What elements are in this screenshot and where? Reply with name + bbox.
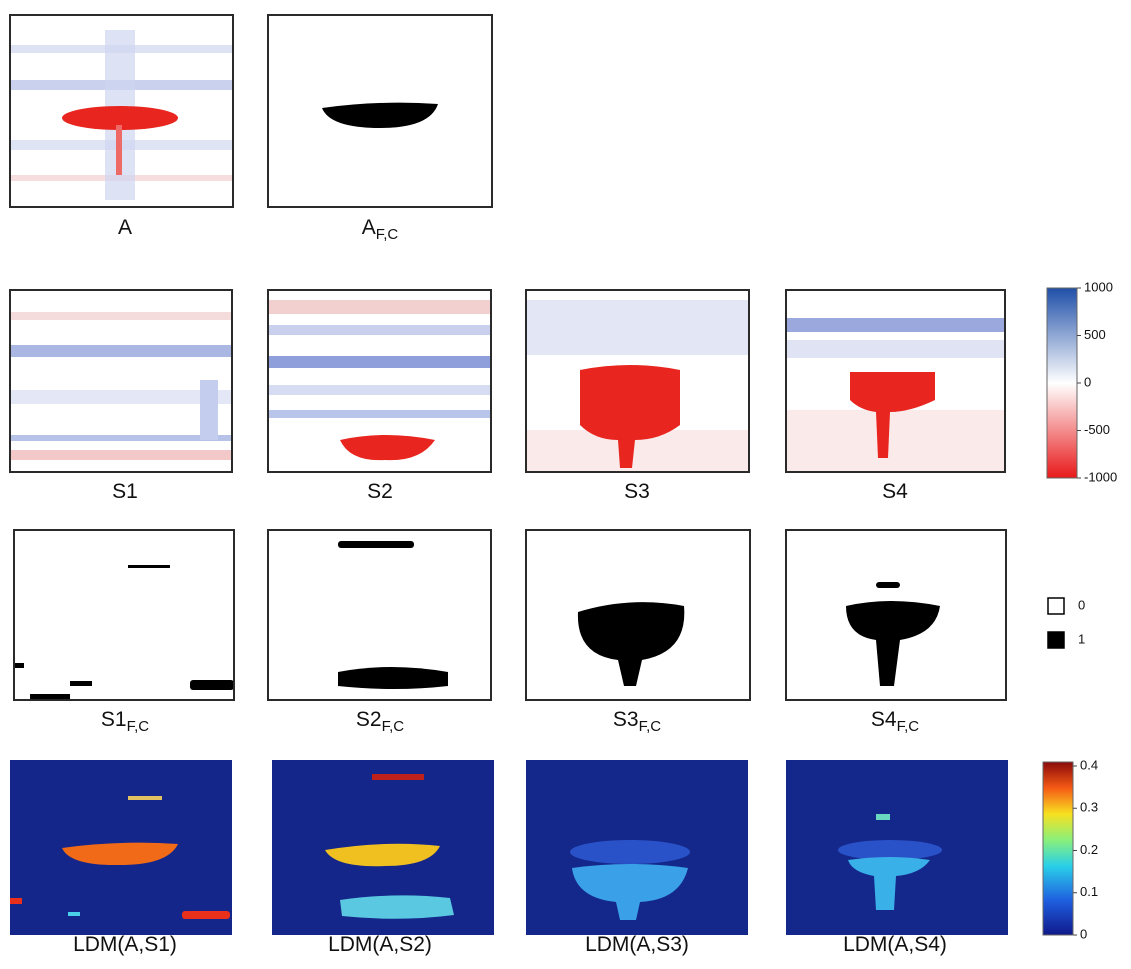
- label-main: LDM(A,S3): [585, 933, 689, 956]
- panel-label: S2: [367, 480, 393, 503]
- label-subscript: F,C: [376, 226, 399, 243]
- panel-ldm-s3: [526, 760, 748, 935]
- legend-label: 1: [1078, 631, 1085, 646]
- label-main: LDM(A,S4): [843, 933, 947, 956]
- panel-a: [9, 14, 234, 208]
- tick-label: -500: [1084, 422, 1110, 437]
- tick-label: 0.2: [1080, 842, 1098, 857]
- panel-label: AF,C: [362, 216, 399, 243]
- panel-label: S3: [624, 480, 650, 503]
- label-subscript: F,C: [127, 718, 150, 735]
- panel-label: S1: [112, 480, 138, 503]
- label-main: S4: [871, 708, 897, 731]
- label-main: S1: [112, 480, 138, 503]
- label-main: A: [362, 216, 376, 239]
- tick-label: 1000: [1084, 279, 1113, 294]
- label-main: S3: [613, 708, 639, 731]
- label-main: S2: [367, 480, 393, 503]
- panel-s2-fc: [267, 529, 492, 701]
- tick-label: 0.3: [1080, 800, 1098, 815]
- colorbar-ldm: [1042, 761, 1074, 936]
- panel-s1: [9, 289, 233, 473]
- panel-ldm-s2: [272, 760, 494, 935]
- label-subscript: F,C: [897, 718, 920, 735]
- legend-label: 0: [1078, 597, 1085, 612]
- label-subscript: F,C: [382, 718, 405, 735]
- tick-label: 0: [1084, 374, 1091, 389]
- tick-label: 0.1: [1080, 884, 1098, 899]
- panel-s3-fc: [525, 529, 751, 701]
- legend-swatch: [1047, 597, 1065, 615]
- panel-ldm-s4: [786, 760, 1008, 935]
- tick-label: 0.4: [1080, 757, 1098, 772]
- panel-s4: [785, 289, 1006, 473]
- label-main: S4: [882, 480, 908, 503]
- label-main: S1: [101, 708, 127, 731]
- tick-label: 500: [1084, 327, 1106, 342]
- label-main: S2: [356, 708, 382, 731]
- panel-s2: [267, 289, 492, 473]
- legend-swatch: [1047, 631, 1065, 649]
- panel-label: LDM(A,S2): [328, 933, 432, 956]
- label-main: S3: [624, 480, 650, 503]
- panel-s1-fc: [13, 529, 235, 701]
- panel-a-fc: [267, 14, 493, 208]
- label-main: A: [118, 216, 132, 239]
- panel-label: S3F,C: [613, 708, 661, 735]
- label-main: LDM(A,S2): [328, 933, 432, 956]
- panel-s3: [525, 289, 750, 473]
- label-subscript: F,C: [639, 718, 662, 735]
- panel-ldm-s1: [10, 760, 232, 935]
- panel-label: A: [118, 216, 132, 239]
- label-main: LDM(A,S1): [73, 933, 177, 956]
- panel-s4-fc: [785, 529, 1007, 701]
- panel-label: LDM(A,S1): [73, 933, 177, 956]
- tick-label: -1000: [1084, 469, 1117, 484]
- colorbar-difference: [1046, 287, 1078, 479]
- panel-label: LDM(A,S3): [585, 933, 689, 956]
- panel-label: S1F,C: [101, 708, 149, 735]
- tick-label: 0: [1080, 926, 1087, 941]
- panel-label: S2F,C: [356, 708, 404, 735]
- panel-label: LDM(A,S4): [843, 933, 947, 956]
- panel-label: S4: [882, 480, 908, 503]
- panel-label: S4F,C: [871, 708, 919, 735]
